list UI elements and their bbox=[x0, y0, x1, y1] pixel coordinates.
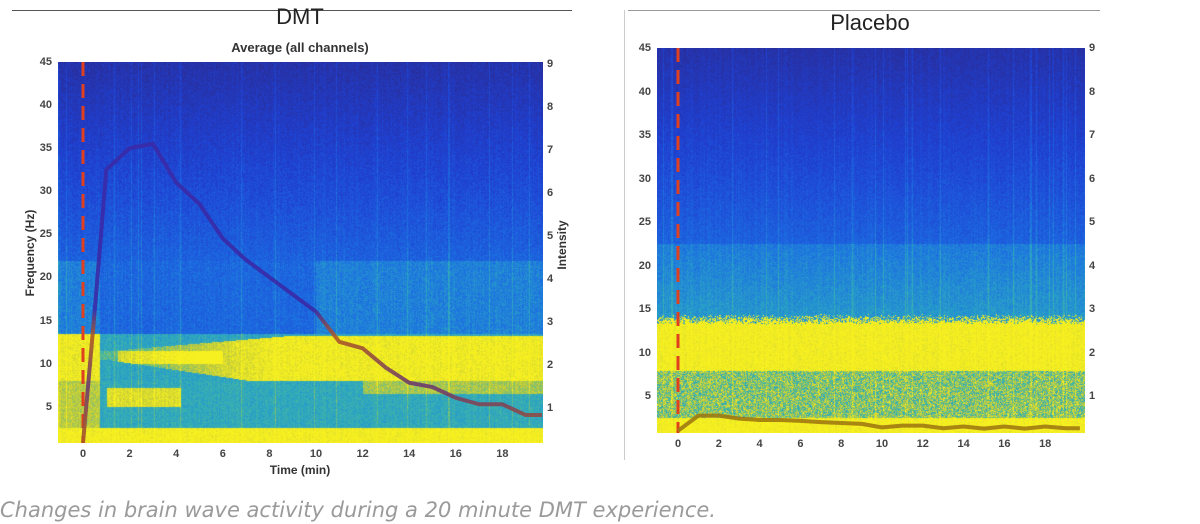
x-tick-label: 16 bbox=[998, 438, 1011, 450]
x-tick-label: 14 bbox=[957, 438, 970, 450]
y-tick-label: 35 bbox=[638, 129, 651, 142]
x-tick-label: 16 bbox=[449, 448, 462, 460]
y-tick-label: 20 bbox=[638, 259, 651, 272]
x-tick-label: 14 bbox=[403, 448, 416, 460]
y-tick-label: 20 bbox=[39, 271, 52, 284]
x-tick-label: 6 bbox=[797, 438, 804, 450]
x-tick-label: 4 bbox=[173, 448, 180, 460]
x-tick-label: 2 bbox=[126, 448, 133, 460]
y2-tick-label: 4 bbox=[1089, 259, 1096, 272]
y2-tick-label: 3 bbox=[547, 316, 554, 329]
y-tick-label: 15 bbox=[39, 314, 52, 327]
y2-tick-label: 9 bbox=[1089, 42, 1096, 54]
y-tick-label: 40 bbox=[39, 99, 52, 112]
x-tick-label: 0 bbox=[674, 438, 682, 450]
top-rule-right bbox=[628, 10, 1100, 11]
y2-tick-label: 5 bbox=[1089, 216, 1096, 228]
figure-caption: Changes in brain wave activity during a … bbox=[0, 498, 716, 522]
y2-tick-label: 1 bbox=[547, 402, 554, 415]
y-tick-label: 30 bbox=[39, 185, 52, 198]
intensity-line bbox=[676, 413, 1080, 433]
placebo-frame-left bbox=[624, 10, 625, 460]
x-tick-label: 4 bbox=[756, 438, 763, 450]
y-tick-label: 5 bbox=[45, 400, 52, 413]
y2-tick-label: 8 bbox=[1089, 85, 1096, 98]
x-tick-label: 18 bbox=[496, 448, 509, 460]
y-tick-label: 10 bbox=[39, 357, 52, 370]
chart-title: Placebo bbox=[830, 10, 910, 35]
x-tick-label: 18 bbox=[1039, 438, 1052, 450]
y2-tick-label: 2 bbox=[1089, 346, 1096, 359]
chart-title: DMT bbox=[276, 4, 324, 29]
y-tick-label: 5 bbox=[644, 390, 651, 403]
y2-tick-label: 7 bbox=[547, 144, 554, 157]
y2-tick-label: 2 bbox=[547, 359, 554, 372]
chart-subtitle: Average (all channels) bbox=[231, 40, 369, 55]
x-tick-label: 10 bbox=[875, 438, 889, 450]
x-tick-label: 6 bbox=[219, 448, 226, 460]
intensity-line bbox=[81, 141, 543, 443]
y2-tick-label: 7 bbox=[1089, 129, 1096, 141]
y-tick-label: 10 bbox=[638, 346, 651, 359]
y-tick-label: 25 bbox=[39, 228, 52, 241]
y-tick-label: 25 bbox=[638, 216, 651, 229]
chart-overlay bbox=[676, 48, 1080, 433]
x-tick-label: 10 bbox=[309, 448, 323, 460]
spectrogram-heatmap bbox=[58, 62, 543, 443]
x-tick-label: 8 bbox=[838, 438, 845, 450]
y2-tick-label: 5 bbox=[547, 230, 554, 243]
x-tick-label: 12 bbox=[356, 448, 369, 460]
x-axis-label: Time (min) bbox=[269, 463, 331, 477]
y2-tick-label: 8 bbox=[547, 101, 554, 114]
x-tick-label: 8 bbox=[266, 448, 273, 460]
x-tick-label: 0 bbox=[79, 448, 87, 460]
top-rule-left bbox=[12, 10, 572, 11]
spectrogram-heatmap bbox=[657, 48, 1085, 433]
chart-overlay bbox=[81, 62, 543, 443]
y-tick-label: 35 bbox=[39, 142, 52, 155]
y2-tick-label: 3 bbox=[1089, 303, 1096, 316]
x-tick-label: 12 bbox=[916, 438, 929, 450]
y-tick-label: 45 bbox=[638, 42, 651, 54]
y2-tick-label: 4 bbox=[547, 273, 554, 286]
y2-tick-label: 6 bbox=[1089, 172, 1096, 185]
y2-tick-label: 6 bbox=[547, 187, 554, 200]
y-tick-label: 45 bbox=[39, 56, 52, 68]
y-tick-label: 30 bbox=[638, 172, 651, 185]
y-tick-label: 15 bbox=[638, 303, 651, 316]
y2-tick-label: 9 bbox=[547, 58, 554, 70]
y2-tick-label: 1 bbox=[1089, 390, 1096, 403]
y2-axis-label: Intensity bbox=[555, 220, 569, 270]
y-tick-label: 40 bbox=[638, 85, 651, 98]
x-tick-label: 2 bbox=[715, 438, 722, 450]
